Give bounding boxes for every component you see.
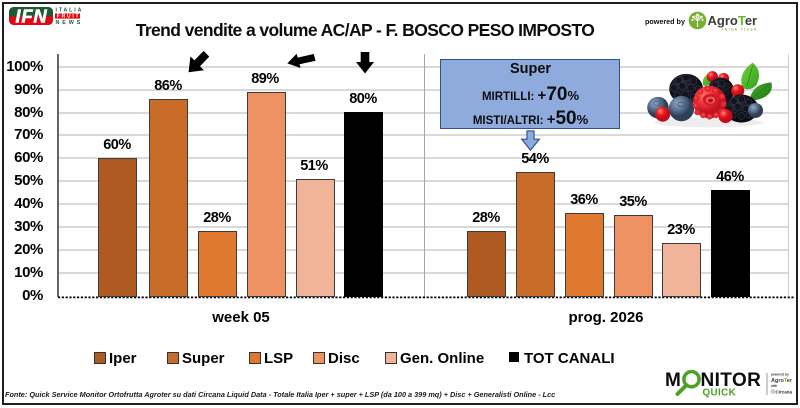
- svg-text:AgroTer: AgroTer: [708, 13, 758, 28]
- svg-text:M: M: [665, 370, 680, 391]
- svg-text:QUICK: QUICK: [703, 388, 737, 399]
- svg-text:think fresh: think fresh: [722, 27, 758, 32]
- svg-text:FRUIT: FRUIT: [57, 14, 81, 20]
- svg-text:powered by: powered by: [771, 373, 789, 377]
- svg-text:NEWS: NEWS: [56, 20, 84, 26]
- svg-text:IFN: IFN: [15, 7, 47, 27]
- svg-text:ITALIA: ITALIA: [56, 8, 84, 14]
- svg-text:NITOR: NITOR: [701, 370, 762, 391]
- svg-text:AgroTer: AgroTer: [771, 378, 793, 384]
- svg-text:Circana: Circana: [776, 390, 793, 395]
- svg-text:with: with: [770, 384, 777, 388]
